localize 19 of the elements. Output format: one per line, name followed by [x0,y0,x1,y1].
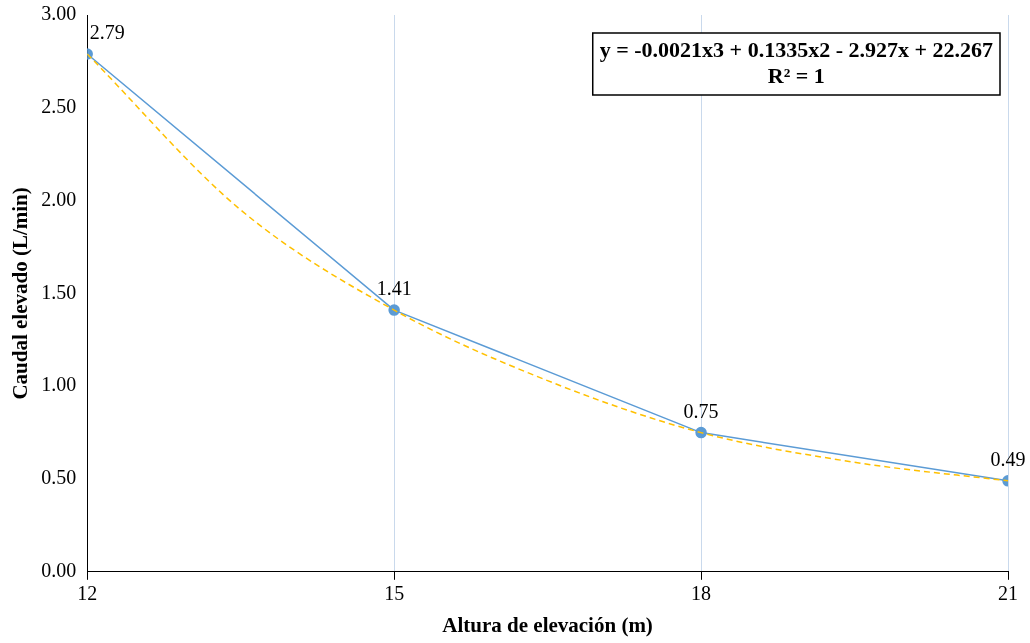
data-label: 2.79 [89,21,125,44]
y-axis-title: Caudal elevado (L/min) [8,187,33,400]
data-label: 0.75 [683,399,719,422]
y-tick-label: 0.00 [41,559,77,582]
data-label: 1.41 [376,277,412,300]
y-tick-label: 0.50 [41,466,77,489]
y-tick-label: 3.00 [41,2,77,25]
x-tick-label: 18 [691,582,712,605]
y-tick-label: 1.00 [41,373,77,396]
x-tick-label: 15 [384,582,405,605]
y-tick-label: 2.50 [41,95,77,118]
x-tick-label: 21 [998,582,1018,605]
data-label: 0.49 [990,448,1026,471]
annotation: R² = 1 [767,62,825,88]
x-axis-title: Altura de elevación (m) [442,612,653,637]
x-tick-label: 12 [77,582,98,605]
annotation: y = -0.0021x3 + 0.1335x2 - 2.927x + 22.267 [599,36,993,62]
y-tick-label: 1.50 [41,280,77,303]
y-tick-label: 2.00 [41,187,77,210]
